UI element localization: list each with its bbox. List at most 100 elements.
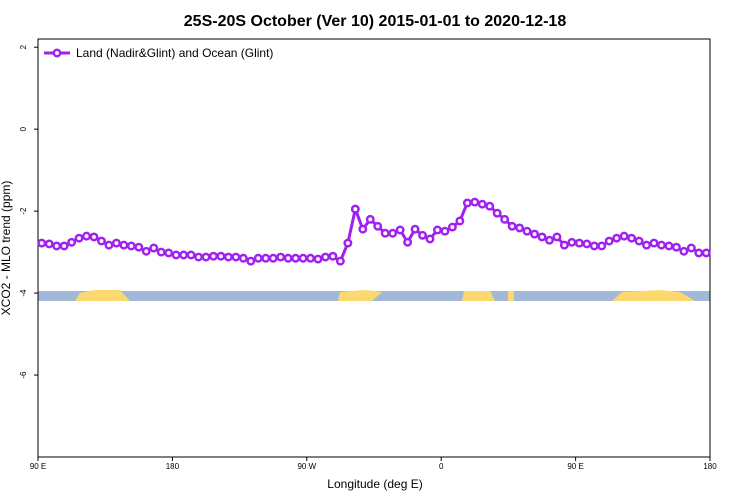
point [343,238,353,248]
y-tick-label: 2 [19,44,28,49]
point [515,223,525,233]
point [403,237,413,247]
point [134,242,144,252]
point [410,224,420,234]
point [238,253,248,263]
point [567,237,577,247]
point [574,238,584,248]
x-axis-label: Longitude (deg E) [327,477,422,491]
land [338,290,382,301]
point [350,204,360,214]
point [82,231,91,241]
point [164,248,174,258]
point [126,241,136,251]
point [552,232,562,242]
point [395,225,405,235]
point [59,241,69,251]
point [671,242,681,252]
point [283,253,293,263]
x-tick-label: 90 E [30,462,46,471]
point [194,252,203,262]
land [612,290,695,301]
point [612,233,622,243]
point [694,248,704,258]
point [477,199,487,209]
point [223,252,233,262]
land [462,291,495,301]
x-tick-label: 180 [166,462,180,471]
point [679,246,689,256]
point [89,232,99,242]
point [627,233,637,243]
point [216,251,226,261]
point [74,233,84,243]
land-mask [38,290,710,301]
point [149,243,159,253]
point [231,252,241,262]
point [657,240,666,250]
point [313,254,323,264]
point [507,221,517,231]
point [209,251,218,261]
point [455,216,465,226]
point [425,234,435,244]
point [201,252,211,262]
point [634,236,644,246]
point [589,241,599,251]
point [485,201,495,211]
point [141,246,151,256]
plot-frame [37,38,711,458]
legend-marker [52,48,62,58]
land [508,291,514,301]
point [328,251,338,261]
x-tick-label: 180 [703,462,717,471]
point [104,240,114,250]
land [75,290,130,301]
series-line [41,200,707,264]
point [418,230,427,240]
y-tick-label: -2 [19,207,28,215]
point [470,197,480,207]
point [492,208,502,218]
point [179,250,189,260]
chart-title: 25S-20S October (Ver 10) 2015-01-01 to 2… [184,13,567,30]
point [253,253,263,263]
point [156,247,166,257]
y-tick-label: -6 [19,371,28,379]
point [433,225,442,235]
point [373,221,383,231]
point [604,236,614,246]
point [119,240,129,250]
point [298,253,308,263]
point [97,236,106,246]
point [335,256,345,266]
point [440,226,450,236]
point [522,226,532,236]
point [37,238,47,248]
point [530,229,539,239]
point [261,253,271,263]
point [44,239,54,249]
point [52,241,62,251]
point [500,214,510,224]
point [582,239,592,249]
point [462,198,472,208]
y-tick-label: 0 [19,126,28,131]
point [664,241,674,251]
point [447,222,457,232]
point [67,237,77,247]
point [291,253,301,263]
point [701,248,711,258]
point [306,253,315,263]
y-axis-label: XCO2 - MLO trend (ppm) [0,181,13,316]
point [649,238,659,248]
point [246,256,256,266]
point [276,252,286,262]
point [597,241,607,251]
legend-label: Land (Nadir&Glint) and Ocean (Glint) [76,46,273,60]
x-tick-label: 90 W [297,462,316,471]
point [268,253,278,263]
point [111,238,121,248]
point [545,235,554,245]
